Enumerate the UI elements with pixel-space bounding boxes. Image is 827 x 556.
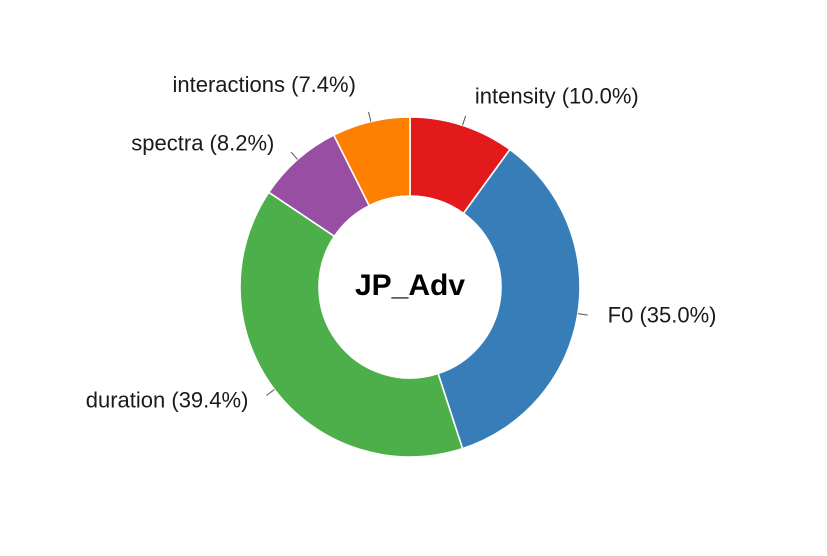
slice-labels: intensity (10.0%) F0 (35.0%) duration (39.…: [86, 72, 717, 412]
leader-line-F0: [577, 313, 588, 316]
leader-line-interactions: [368, 111, 372, 122]
chart-title: JP_Adv: [355, 269, 465, 302]
donut-slices: [239, 116, 581, 458]
leader-line-spectra: [290, 151, 298, 160]
slice-label-spectra: spectra (8.2%): [131, 130, 274, 155]
slice-label-intensity: intensity (10.0%): [475, 83, 639, 108]
slice-label-F0: F0 (35.0%): [608, 303, 717, 328]
donut-slice-duration: [239, 191, 464, 458]
leader-lines: [266, 111, 588, 396]
slice-label-duration: duration (39.4%): [86, 387, 249, 412]
donut-slice-interactions: [332, 116, 411, 207]
donut-slice-F0: [437, 148, 581, 450]
slice-label-interactions: interactions (7.4%): [173, 72, 356, 97]
leader-line-intensity: [462, 115, 467, 126]
leader-line-duration: [266, 389, 275, 396]
